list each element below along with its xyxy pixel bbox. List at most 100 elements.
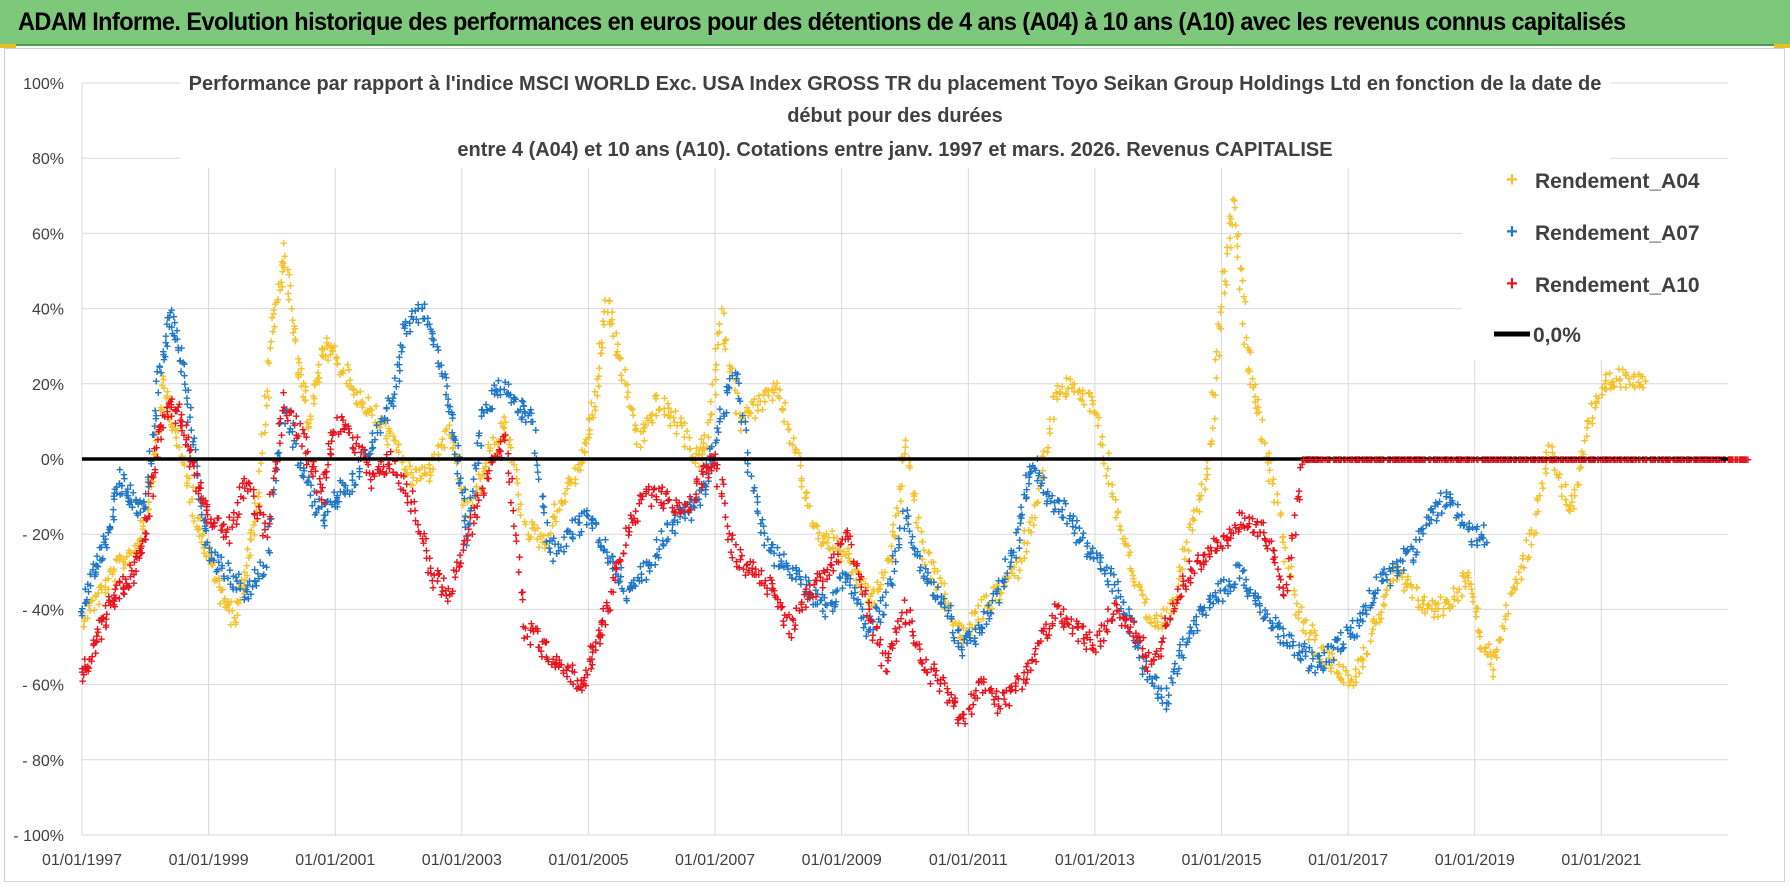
point-rendement_a04: + <box>673 418 681 433</box>
point-rendement_a04: + <box>550 509 558 524</box>
point-rendement_a04: + <box>940 576 948 591</box>
point-rendement_a04: + <box>279 256 287 271</box>
point-rendement_a04: + <box>198 534 206 549</box>
point-rendement_a04: + <box>271 296 279 311</box>
point-rendement_a10: + <box>151 465 159 480</box>
point-rendement_a04: + <box>1070 384 1078 399</box>
point-rendement_a04: + <box>221 591 229 606</box>
point-rendement_a04: + <box>919 534 927 549</box>
point-rendement_a04: + <box>770 385 778 400</box>
point-rendement_a04: + <box>826 542 834 557</box>
point-rendement_a07: + <box>1180 650 1188 665</box>
point-rendement_a10: + <box>908 613 916 628</box>
point-rendement_a04: + <box>1119 531 1127 546</box>
point-rendement_a07: + <box>475 426 483 441</box>
point-rendement_a04: + <box>624 384 632 399</box>
point-rendement_a04: + <box>1086 404 1094 419</box>
point-rendement_a04: + <box>540 528 548 543</box>
point-rendement_a04: + <box>728 360 736 375</box>
point-rendement_a04: + <box>1079 383 1087 398</box>
point-rendement_a04: + <box>1202 472 1210 487</box>
point-rendement_a07: + <box>1040 470 1048 485</box>
point-rendement_a04: + <box>565 470 573 485</box>
point-rendement_a04: + <box>395 445 403 460</box>
point-rendement_a04: + <box>1016 551 1024 566</box>
point-rendement_a04: + <box>273 295 281 310</box>
point-rendement_a04: + <box>1021 550 1029 565</box>
point-rendement_a04: + <box>227 617 235 632</box>
point-rendement_a04: + <box>413 462 421 477</box>
point-rendement_a04: + <box>245 550 253 565</box>
point-rendement_a04: + <box>1214 316 1222 331</box>
point-rendement_a04: + <box>120 561 128 576</box>
point-rendement_a04: + <box>284 286 292 301</box>
point-rendement_a04: + <box>1217 321 1225 336</box>
point-rendement_a04: + <box>1062 389 1070 404</box>
point-rendement_a04: + <box>106 564 114 579</box>
point-rendement_a04: + <box>368 408 376 423</box>
point-rendement_a04: + <box>418 459 426 474</box>
point-rendement_a04: + <box>1176 560 1184 575</box>
point-rendement_a04: + <box>885 553 893 568</box>
point-rendement_a04: + <box>1152 618 1160 633</box>
point-rendement_a10: + <box>280 385 288 400</box>
point-rendement_a04: + <box>686 441 694 456</box>
point-rendement_a10: + <box>1006 698 1014 713</box>
point-rendement_a04: + <box>510 457 518 472</box>
point-rendement_a04: + <box>1114 504 1122 519</box>
point-rendement_a04: + <box>1217 305 1225 320</box>
point-rendement_a04: + <box>930 555 938 570</box>
point-rendement_a04: + <box>1074 385 1082 400</box>
point-rendement_a04: + <box>751 410 759 425</box>
point-rendement_a04: + <box>393 442 401 457</box>
point-rendement_a04: + <box>1142 609 1150 624</box>
point-rendement_a04: + <box>528 515 536 530</box>
point-rendement_a07: + <box>895 537 903 552</box>
point-rendement_a04: + <box>898 478 906 493</box>
point-rendement_a04: + <box>665 400 673 415</box>
point-rendement_a04: + <box>980 604 988 619</box>
point-rendement_a04: + <box>1049 389 1057 404</box>
point-rendement_a04: + <box>97 578 105 593</box>
point-rendement_a04: + <box>473 485 481 500</box>
point-rendement_a04: + <box>472 479 480 494</box>
point-rendement_a04: + <box>336 367 344 382</box>
point-rendement_a04: + <box>998 585 1006 600</box>
point-rendement_a04: + <box>174 423 182 438</box>
point-rendement_a04: + <box>318 348 326 363</box>
point-rendement_a04: + <box>497 416 505 431</box>
point-rendement_a04: + <box>490 449 498 464</box>
y-tick-label: 20% <box>32 377 64 394</box>
legend-item-a10: + Rendement_A10 <box>1506 273 1699 297</box>
point-rendement_a10: + <box>1714 452 1722 467</box>
point-rendement_a04: + <box>224 597 232 612</box>
point-rendement_a04: + <box>1158 618 1166 633</box>
point-rendement_a04: + <box>224 597 232 612</box>
y-tick-label: - 60% <box>22 678 64 695</box>
point-rendement_a04: + <box>743 400 751 415</box>
point-rendement_a04: + <box>339 365 347 380</box>
point-rendement_a10: + <box>1158 634 1166 649</box>
point-rendement_a10: + <box>516 550 524 565</box>
point-rendement_a04: + <box>263 398 271 413</box>
point-rendement_a04: + <box>1068 380 1076 395</box>
point-rendement_a04: + <box>104 581 112 596</box>
point-rendement_a04: + <box>214 563 222 578</box>
point-rendement_a04: + <box>1181 541 1189 556</box>
point-rendement_a10: + <box>1744 452 1752 467</box>
point-rendement_a04: + <box>430 446 438 461</box>
point-rendement_a04: + <box>737 413 745 428</box>
point-rendement_a04: + <box>383 429 391 444</box>
point-rendement_a04: + <box>577 462 585 477</box>
point-rendement_a04: + <box>325 338 333 353</box>
point-rendement_a04: + <box>545 527 553 542</box>
point-rendement_a04: + <box>98 582 106 597</box>
point-rendement_a04: + <box>337 365 345 380</box>
point-rendement_a04: + <box>888 538 896 553</box>
point-rendement_a04: + <box>480 461 488 476</box>
point-rendement_a04: + <box>495 434 503 449</box>
point-rendement_a04: + <box>254 489 262 504</box>
point-rendement_a04: + <box>776 382 784 397</box>
point-rendement_a04: + <box>318 342 326 357</box>
point-rendement_a04: + <box>327 340 335 355</box>
